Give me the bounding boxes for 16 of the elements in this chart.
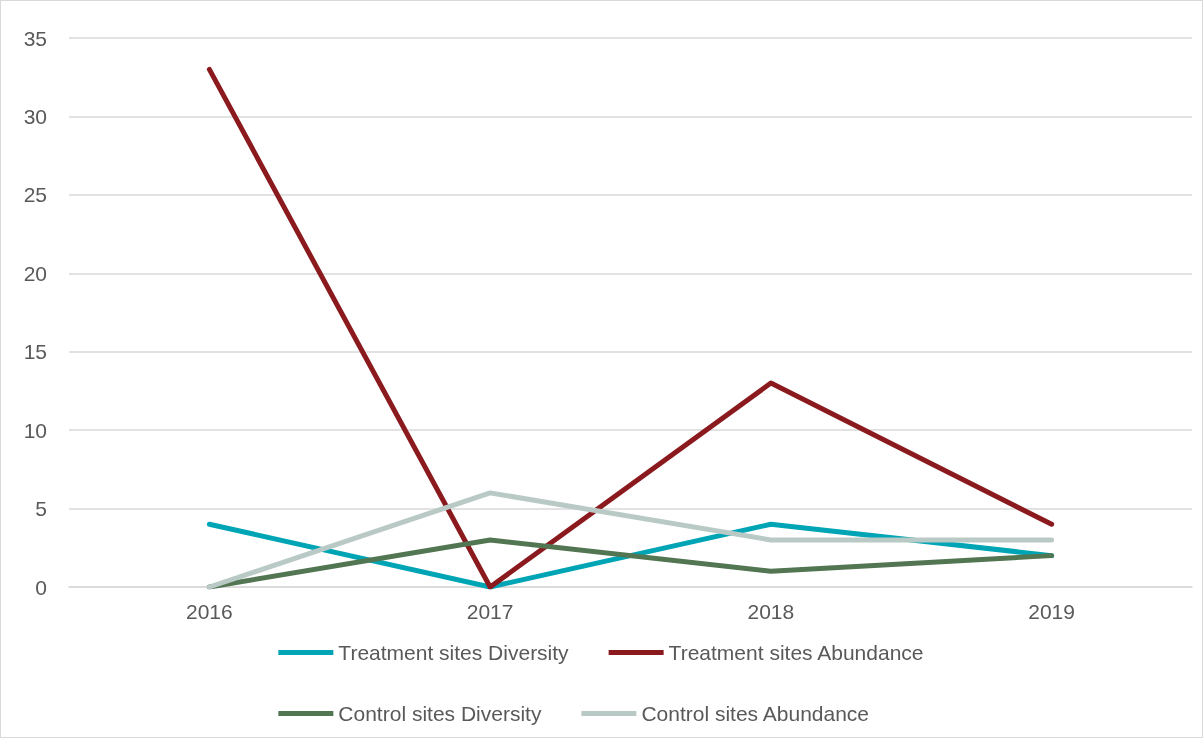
y-tick-label: 35	[23, 26, 47, 50]
y-tick-label: 30	[23, 104, 47, 128]
legend-label: Treatment sites Diversity	[338, 641, 570, 664]
x-tick-label: 2019	[1028, 600, 1075, 623]
y-tick-label: 10	[23, 418, 47, 442]
y-tick-label: 15	[23, 340, 47, 364]
legend-label: Control sites Diversity	[338, 702, 542, 725]
y-tick-label: 20	[23, 261, 47, 285]
legend-label: Treatment sites Abundance	[668, 641, 924, 664]
y-tick-label: 0	[35, 575, 47, 599]
x-tick-label: 2016	[186, 600, 233, 623]
x-tick-label: 2017	[466, 600, 514, 623]
x-tick-label: 2018	[747, 600, 795, 623]
legend-label: Control sites Abundance	[641, 702, 870, 725]
y-tick-label: 5	[35, 497, 47, 521]
y-tick-label: 25	[23, 183, 47, 207]
